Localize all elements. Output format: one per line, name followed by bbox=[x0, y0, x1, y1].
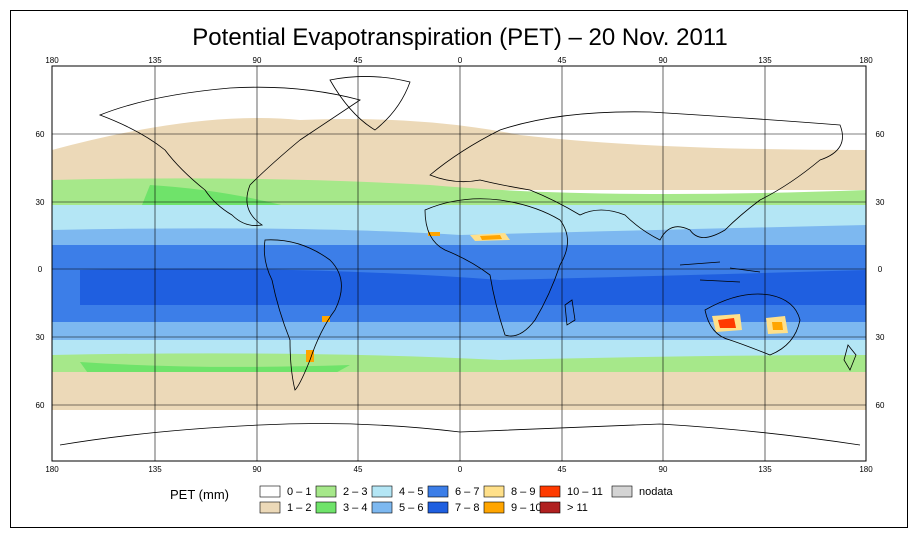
legend-item-label: 1 – 2 bbox=[287, 502, 311, 514]
legend-swatch bbox=[611, 485, 633, 498]
lon-tick: 90 bbox=[253, 465, 262, 474]
lon-tick: 180 bbox=[859, 56, 873, 65]
legend-item-label: 9 – 10 bbox=[511, 502, 542, 514]
lat-tick: 0 bbox=[38, 265, 43, 274]
lat-tick: 30 bbox=[876, 333, 885, 342]
legend-swatch bbox=[259, 485, 281, 498]
lon-tick: 135 bbox=[148, 56, 162, 65]
legend-item-label: 6 – 7 bbox=[455, 486, 479, 498]
lon-ticks-top: 180 135 90 45 0 45 90 135 180 bbox=[45, 56, 873, 65]
legend-swatch bbox=[539, 485, 561, 498]
legend-item-label: nodata bbox=[639, 486, 674, 498]
lat-ticks-left: 60 30 0 30 60 bbox=[36, 130, 45, 410]
legend-item-label: 4 – 5 bbox=[399, 486, 423, 498]
lon-tick: 0 bbox=[458, 465, 463, 474]
legend-swatch bbox=[427, 485, 449, 498]
map-title: Potential Evapotranspiration (PET) – 20 … bbox=[192, 24, 728, 51]
lat-tick: 0 bbox=[878, 265, 883, 274]
legend-label: PET (mm) bbox=[170, 487, 229, 502]
legend-swatch bbox=[483, 501, 505, 514]
legend-swatch bbox=[427, 501, 449, 514]
legend-item-label: 0 – 1 bbox=[287, 486, 311, 498]
lat-tick: 60 bbox=[36, 130, 45, 139]
map-border bbox=[51, 65, 867, 462]
lon-tick: 135 bbox=[758, 56, 772, 65]
legend: PET (mm) 0 – 1 1 – 2 2 – 3 3 – 4 4 – 5 5 – 6 6… bbox=[170, 485, 674, 514]
lon-tick: 0 bbox=[458, 56, 463, 65]
lon-tick: 45 bbox=[558, 56, 567, 65]
lon-tick: 45 bbox=[354, 56, 363, 65]
map-frame bbox=[10, 10, 908, 528]
legend-swatch bbox=[259, 501, 281, 514]
lon-tick: 45 bbox=[558, 465, 567, 474]
legend-swatch bbox=[371, 501, 393, 514]
lat-tick: 30 bbox=[36, 333, 45, 342]
lat-tick: 30 bbox=[36, 198, 45, 207]
lon-tick: 90 bbox=[659, 56, 668, 65]
lon-tick: 135 bbox=[758, 465, 772, 474]
pet-field bbox=[52, 66, 866, 461]
legend-item-label: 8 – 9 bbox=[511, 486, 535, 498]
lon-tick: 135 bbox=[148, 465, 162, 474]
legend-swatch bbox=[539, 501, 561, 514]
lat-tick: 30 bbox=[876, 198, 885, 207]
lat-tick: 60 bbox=[876, 401, 885, 410]
lon-tick: 180 bbox=[45, 56, 59, 65]
legend-swatch bbox=[371, 485, 393, 498]
lon-tick: 90 bbox=[659, 465, 668, 474]
legend-item-label: 3 – 4 bbox=[343, 502, 367, 514]
lat-tick: 60 bbox=[876, 130, 885, 139]
lon-tick: 90 bbox=[253, 56, 262, 65]
legend-swatch bbox=[315, 501, 337, 514]
legend-item-label: > 11 bbox=[567, 502, 588, 514]
legend-item-label: 10 – 11 bbox=[567, 486, 603, 498]
legend-swatch bbox=[315, 485, 337, 498]
legend-item-label: 5 – 6 bbox=[399, 502, 423, 514]
lon-tick: 45 bbox=[354, 465, 363, 474]
lon-tick: 180 bbox=[859, 465, 873, 474]
legend-item-label: 7 – 8 bbox=[455, 502, 479, 514]
graticule bbox=[52, 66, 866, 461]
lon-tick: 180 bbox=[45, 465, 59, 474]
lon-ticks-bottom: 180 135 90 45 0 45 90 135 180 bbox=[45, 465, 873, 474]
legend-swatch bbox=[483, 485, 505, 498]
lat-tick: 60 bbox=[36, 401, 45, 410]
legend-item-label: 2 – 3 bbox=[343, 486, 367, 498]
lat-ticks-right: 60 30 0 30 60 bbox=[876, 130, 885, 410]
